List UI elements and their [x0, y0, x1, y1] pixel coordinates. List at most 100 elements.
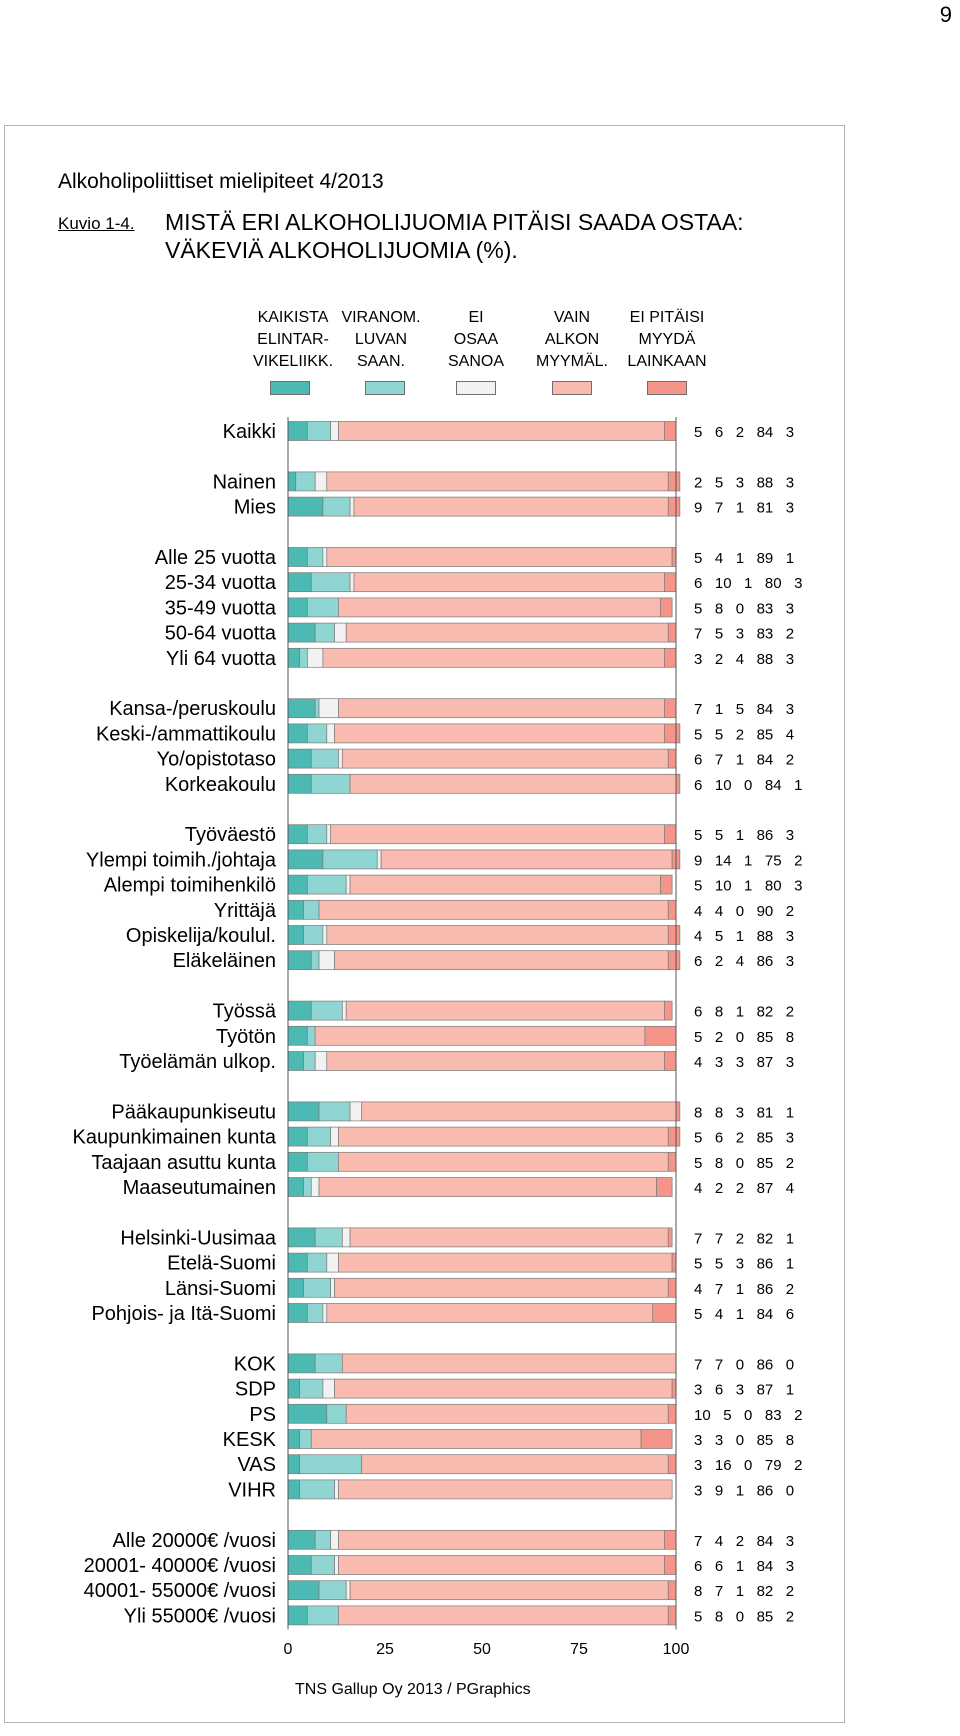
- value-label-kaikista: 4: [694, 1054, 702, 1071]
- value-labels: 8 7 1 82 2: [694, 1583, 794, 1600]
- value-label-vain-alkon: 82: [744, 1230, 773, 1247]
- bar-segment-vain-alkon: [338, 421, 665, 441]
- value-label-vain-alkon: 86: [744, 953, 773, 970]
- bar-segment-vain-alkon: [318, 899, 669, 920]
- bar-segment-vain-alkon: [338, 698, 665, 719]
- value-label-ei-osaa: 0: [723, 903, 744, 920]
- bar-segment-ei-pitaisi: [667, 1580, 677, 1601]
- category-label: Alle 25 vuotta: [155, 547, 277, 569]
- value-label-ei-pitaisi: 6: [773, 1306, 794, 1323]
- value-labels: 5 5 3 86 1: [694, 1256, 794, 1273]
- bar-segment-kaikista: [287, 647, 300, 668]
- value-label-ei-pitaisi: 2: [773, 752, 794, 769]
- value-label-viranom: 9: [702, 1482, 723, 1499]
- bar-row: Eläkeläinen 6 2 4 86 3: [173, 950, 795, 972]
- value-labels: 6 6 1 84 3: [694, 1558, 794, 1575]
- value-label-ei-osaa: 1: [723, 500, 744, 517]
- bar-segment-ei-pitaisi: [644, 1025, 677, 1046]
- value-labels: 5 2 0 85 8: [694, 1029, 794, 1046]
- bar-row: Kansa-/peruskoulu 7 1 5 84 3: [109, 698, 794, 720]
- category-label: 25-34 vuotta: [165, 572, 277, 594]
- bar-segment-vain-alkon: [318, 1177, 657, 1197]
- value-label-kaikista: 4: [694, 1180, 702, 1197]
- bar-segment-ei-pitaisi: [660, 874, 673, 895]
- value-label-viranom: 6: [702, 1130, 723, 1147]
- legend-swatch-ei-osaa: [456, 381, 496, 395]
- value-label-ei-osaa: 3: [723, 1104, 744, 1121]
- bar-segment-ei-pitaisi: [667, 471, 681, 492]
- bar-segment-vain-alkon: [345, 622, 669, 643]
- legend-swatch-kaikista: [270, 381, 310, 395]
- bar-segment-ei-pitaisi: [667, 1454, 677, 1475]
- value-label-ei-pitaisi: 8: [773, 1029, 794, 1046]
- value-label-ei-pitaisi: 3: [773, 500, 794, 517]
- value-label-vain-alkon: 84: [744, 1558, 773, 1575]
- value-label-vain-alkon: 83: [744, 626, 773, 643]
- bar-segment-ei-osaa: [307, 647, 324, 668]
- category-label: Pääkaupunkiseutu: [111, 1101, 276, 1123]
- value-label-kaikista: 8: [694, 1583, 702, 1600]
- value-label-kaikista: 6: [694, 752, 702, 769]
- bar-segment-kaikista: [287, 1101, 320, 1122]
- bar-row: Pääkaupunkiseutu 8 8 3 81 1: [111, 1101, 794, 1123]
- bar-row: Nainen 2 5 3 88 3: [213, 471, 795, 493]
- bar-row: Alle 20000€ /vuosi 7 4 2 84 3: [113, 1530, 795, 1552]
- value-labels: 10 5 0 83 2: [694, 1407, 802, 1424]
- bar-segment-kaikista: [287, 1378, 300, 1399]
- value-label-ei-osaa: 1: [723, 1281, 744, 1298]
- bar-segment-ei-osaa: [322, 925, 328, 945]
- bar-row: Keski-/ammattikoulu 5 5 2 85 4: [96, 723, 794, 745]
- value-label-ei-osaa: 4: [723, 953, 744, 970]
- bar-segment-viranom: [303, 1051, 316, 1071]
- value-label-viranom: 4: [702, 1533, 723, 1550]
- bar-row: Etelä-Suomi 5 5 3 86 1: [167, 1253, 794, 1275]
- bar-segment-ei-pitaisi: [667, 950, 681, 971]
- bar-segment-vain-alkon: [349, 773, 677, 794]
- value-labels: 5 6 2 85 3: [694, 1130, 794, 1147]
- value-label-kaikista: 5: [694, 1155, 702, 1172]
- bar-segment-viranom: [318, 1580, 347, 1601]
- bar-segment-ei-pitaisi: [667, 748, 677, 769]
- bar-segment-viranom: [299, 1378, 324, 1399]
- value-label-vain-alkon: 84: [744, 1533, 773, 1550]
- value-label-ei-pitaisi: 2: [782, 1407, 803, 1424]
- category-label: KOK: [234, 1353, 277, 1375]
- value-label-viranom: 4: [702, 1306, 723, 1323]
- bar-segment-ei-osaa: [338, 748, 343, 769]
- bar-segment-ei-osaa: [310, 1177, 320, 1197]
- bar-segment-ei-osaa: [330, 1126, 339, 1147]
- value-label-vain-alkon: 85: [744, 1130, 773, 1147]
- value-label-kaikista: 6: [694, 953, 702, 970]
- value-label-ei-pitaisi: 3: [773, 474, 794, 491]
- bar-segment-viranom: [307, 597, 339, 618]
- bar-segment-viranom: [314, 698, 320, 719]
- bar-segment-kaikista: [287, 1051, 304, 1071]
- value-labels: 3 3 0 85 8: [694, 1432, 794, 1449]
- bar-segment-kaikista: [287, 1454, 300, 1475]
- bar-segment-vain-alkon: [338, 1151, 669, 1172]
- bar-segment-vain-alkon: [326, 1303, 654, 1323]
- value-label-ei-osaa: 3: [723, 474, 744, 491]
- value-label-kaikista: 9: [694, 852, 702, 869]
- value-label-vain-alkon: 86: [744, 1281, 773, 1298]
- value-label-kaikista: 4: [694, 928, 702, 945]
- bar-segment-kaikista: [287, 597, 308, 618]
- bar-segment-ei-osaa: [349, 572, 355, 593]
- bar-segment-viranom: [326, 1403, 347, 1424]
- bar-segment-kaikista: [287, 849, 324, 870]
- bar-segment-viranom: [299, 1429, 312, 1449]
- bar-segment-viranom: [314, 1529, 332, 1550]
- value-label-ei-pitaisi: 1: [782, 777, 803, 794]
- bar-segment-vain-alkon: [326, 925, 669, 945]
- value-label-kaikista: 5: [694, 600, 702, 617]
- value-label-viranom: 2: [702, 953, 723, 970]
- bar-segment-ei-pitaisi: [664, 421, 677, 441]
- bar-segment-ei-osaa: [322, 547, 328, 567]
- value-label-vain-alkon: 86: [744, 1356, 773, 1373]
- bar-segment-vain-alkon: [334, 950, 669, 971]
- bar-segment-kaikista: [287, 1227, 316, 1248]
- value-label-vain-alkon: 85: [744, 1029, 773, 1046]
- bar-segment-ei-osaa: [326, 1252, 339, 1273]
- bar-segment-viranom: [314, 1227, 343, 1248]
- bar-segment-ei-pitaisi: [640, 1429, 673, 1449]
